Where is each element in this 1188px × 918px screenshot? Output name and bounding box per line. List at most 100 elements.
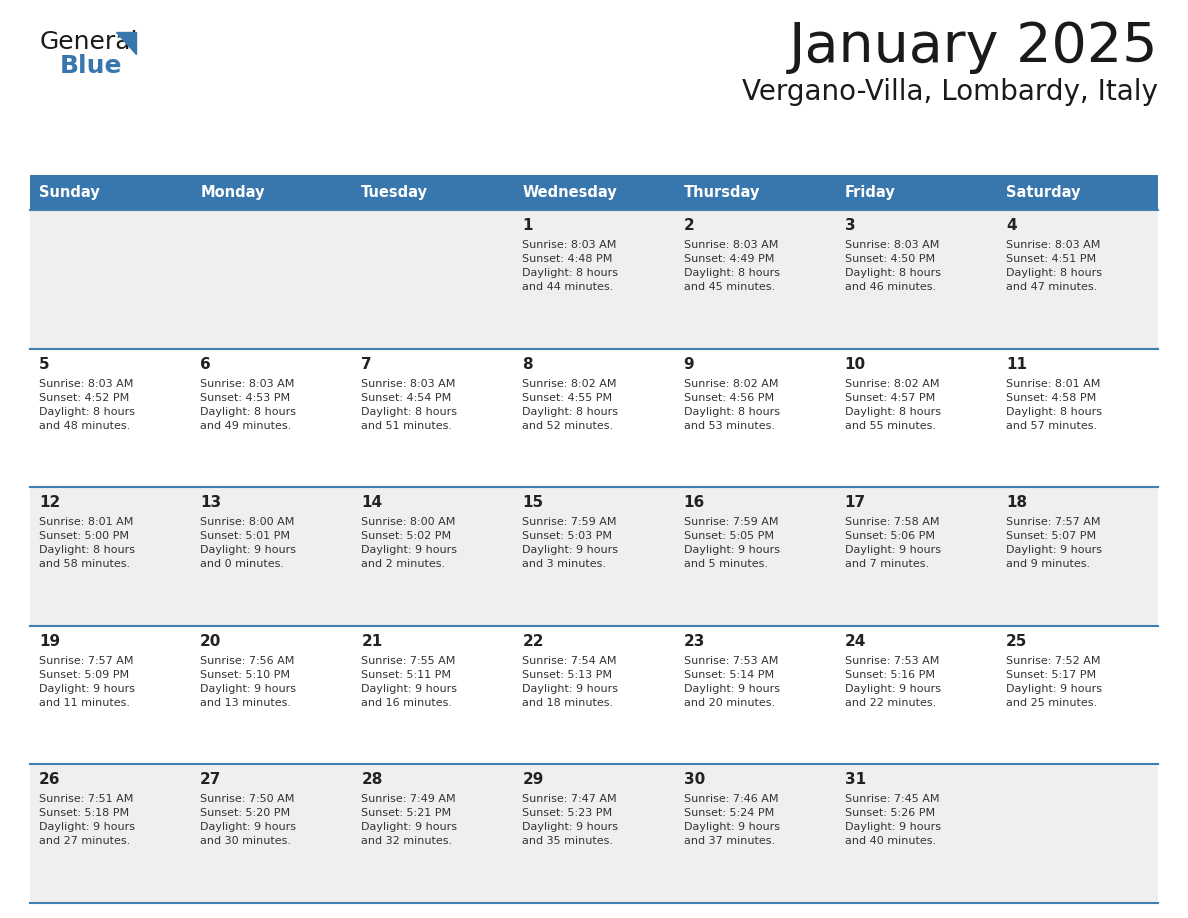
Text: Sunrise: 7:57 AM: Sunrise: 7:57 AM xyxy=(39,655,133,666)
Text: Sunset: 5:26 PM: Sunset: 5:26 PM xyxy=(845,809,935,819)
Text: 21: 21 xyxy=(361,633,383,649)
Text: Sunset: 5:02 PM: Sunset: 5:02 PM xyxy=(361,532,451,542)
Bar xyxy=(997,175,1158,210)
Text: 2: 2 xyxy=(683,218,694,233)
Text: Sunrise: 7:57 AM: Sunrise: 7:57 AM xyxy=(1006,517,1100,527)
Text: 12: 12 xyxy=(39,495,61,510)
Text: and 25 minutes.: and 25 minutes. xyxy=(1006,698,1097,708)
Text: and 45 minutes.: and 45 minutes. xyxy=(683,282,775,292)
Text: 4: 4 xyxy=(1006,218,1017,233)
Text: 19: 19 xyxy=(39,633,61,649)
Text: Sunrise: 8:01 AM: Sunrise: 8:01 AM xyxy=(39,517,133,527)
Text: Sunset: 4:58 PM: Sunset: 4:58 PM xyxy=(1006,393,1097,403)
Text: 28: 28 xyxy=(361,772,383,788)
Text: 13: 13 xyxy=(200,495,221,510)
Text: Daylight: 9 hours: Daylight: 9 hours xyxy=(200,823,296,833)
Text: January 2025: January 2025 xyxy=(789,20,1158,74)
Text: and 58 minutes.: and 58 minutes. xyxy=(39,559,131,569)
Text: and 18 minutes.: and 18 minutes. xyxy=(523,698,613,708)
Text: 9: 9 xyxy=(683,356,694,372)
Text: 8: 8 xyxy=(523,356,533,372)
Text: Sunset: 5:17 PM: Sunset: 5:17 PM xyxy=(1006,670,1097,680)
Text: Sunset: 5:10 PM: Sunset: 5:10 PM xyxy=(200,670,290,680)
Text: Sunrise: 8:03 AM: Sunrise: 8:03 AM xyxy=(361,378,456,388)
Text: Sunrise: 7:50 AM: Sunrise: 7:50 AM xyxy=(200,794,295,804)
Text: and 22 minutes.: and 22 minutes. xyxy=(845,698,936,708)
Text: Daylight: 8 hours: Daylight: 8 hours xyxy=(39,545,135,555)
Text: Daylight: 9 hours: Daylight: 9 hours xyxy=(683,823,779,833)
Bar xyxy=(513,175,675,210)
Text: and 2 minutes.: and 2 minutes. xyxy=(361,559,446,569)
Text: 3: 3 xyxy=(845,218,855,233)
Text: Sunset: 5:03 PM: Sunset: 5:03 PM xyxy=(523,532,613,542)
Text: and 46 minutes.: and 46 minutes. xyxy=(845,282,936,292)
Text: 16: 16 xyxy=(683,495,704,510)
Text: Sunrise: 7:53 AM: Sunrise: 7:53 AM xyxy=(845,655,939,666)
Text: Sunrise: 7:46 AM: Sunrise: 7:46 AM xyxy=(683,794,778,804)
Text: 24: 24 xyxy=(845,633,866,649)
Text: Sunrise: 7:55 AM: Sunrise: 7:55 AM xyxy=(361,655,456,666)
Text: and 51 minutes.: and 51 minutes. xyxy=(361,420,453,431)
Text: Sunset: 4:51 PM: Sunset: 4:51 PM xyxy=(1006,254,1097,264)
Text: and 30 minutes.: and 30 minutes. xyxy=(200,836,291,846)
Text: Sunset: 4:48 PM: Sunset: 4:48 PM xyxy=(523,254,613,264)
Bar xyxy=(30,626,1158,765)
Text: Daylight: 8 hours: Daylight: 8 hours xyxy=(1006,407,1101,417)
Text: 14: 14 xyxy=(361,495,383,510)
Text: Tuesday: Tuesday xyxy=(361,185,429,200)
Text: Sunset: 4:54 PM: Sunset: 4:54 PM xyxy=(361,393,451,403)
Text: 26: 26 xyxy=(39,772,61,788)
Text: and 35 minutes.: and 35 minutes. xyxy=(523,836,613,846)
Text: Sunrise: 7:51 AM: Sunrise: 7:51 AM xyxy=(39,794,133,804)
Text: Daylight: 9 hours: Daylight: 9 hours xyxy=(200,545,296,555)
Text: and 7 minutes.: and 7 minutes. xyxy=(845,559,929,569)
Text: 20: 20 xyxy=(200,633,221,649)
Text: Sunset: 4:49 PM: Sunset: 4:49 PM xyxy=(683,254,773,264)
Text: Sunrise: 8:00 AM: Sunrise: 8:00 AM xyxy=(361,517,456,527)
Text: Sunset: 4:57 PM: Sunset: 4:57 PM xyxy=(845,393,935,403)
Text: Daylight: 9 hours: Daylight: 9 hours xyxy=(523,684,619,694)
Text: 6: 6 xyxy=(200,356,211,372)
Text: Daylight: 9 hours: Daylight: 9 hours xyxy=(845,684,941,694)
Text: Vergano-Villa, Lombardy, Italy: Vergano-Villa, Lombardy, Italy xyxy=(742,78,1158,106)
Text: Sunrise: 8:01 AM: Sunrise: 8:01 AM xyxy=(1006,378,1100,388)
Text: Sunrise: 7:54 AM: Sunrise: 7:54 AM xyxy=(523,655,617,666)
Text: 17: 17 xyxy=(845,495,866,510)
Text: Sunrise: 8:03 AM: Sunrise: 8:03 AM xyxy=(39,378,133,388)
Text: Sunset: 5:09 PM: Sunset: 5:09 PM xyxy=(39,670,129,680)
Text: 27: 27 xyxy=(200,772,221,788)
Text: Daylight: 9 hours: Daylight: 9 hours xyxy=(845,823,941,833)
Text: Sunset: 5:21 PM: Sunset: 5:21 PM xyxy=(361,809,451,819)
Text: Monday: Monday xyxy=(200,185,265,200)
Text: and 9 minutes.: and 9 minutes. xyxy=(1006,559,1089,569)
Text: Daylight: 9 hours: Daylight: 9 hours xyxy=(683,545,779,555)
Text: Sunrise: 7:52 AM: Sunrise: 7:52 AM xyxy=(1006,655,1100,666)
Text: Saturday: Saturday xyxy=(1006,185,1080,200)
Text: Sunset: 4:55 PM: Sunset: 4:55 PM xyxy=(523,393,613,403)
Text: Daylight: 8 hours: Daylight: 8 hours xyxy=(361,407,457,417)
Text: Daylight: 9 hours: Daylight: 9 hours xyxy=(1006,545,1101,555)
Text: 30: 30 xyxy=(683,772,704,788)
Text: Daylight: 9 hours: Daylight: 9 hours xyxy=(361,823,457,833)
Text: and 49 minutes.: and 49 minutes. xyxy=(200,420,291,431)
Text: Sunrise: 7:49 AM: Sunrise: 7:49 AM xyxy=(361,794,456,804)
Text: Sunrise: 7:45 AM: Sunrise: 7:45 AM xyxy=(845,794,940,804)
Text: Sunset: 5:01 PM: Sunset: 5:01 PM xyxy=(200,532,290,542)
Text: Sunset: 5:14 PM: Sunset: 5:14 PM xyxy=(683,670,773,680)
Text: and 57 minutes.: and 57 minutes. xyxy=(1006,420,1097,431)
Text: and 47 minutes.: and 47 minutes. xyxy=(1006,282,1097,292)
Text: and 13 minutes.: and 13 minutes. xyxy=(200,698,291,708)
Text: Sunset: 5:23 PM: Sunset: 5:23 PM xyxy=(523,809,613,819)
Text: and 52 minutes.: and 52 minutes. xyxy=(523,420,613,431)
Text: Sunrise: 8:03 AM: Sunrise: 8:03 AM xyxy=(200,378,295,388)
Text: General: General xyxy=(40,30,139,54)
Text: 23: 23 xyxy=(683,633,704,649)
Text: Sunset: 4:50 PM: Sunset: 4:50 PM xyxy=(845,254,935,264)
Text: 31: 31 xyxy=(845,772,866,788)
Text: and 3 minutes.: and 3 minutes. xyxy=(523,559,606,569)
Text: and 0 minutes.: and 0 minutes. xyxy=(200,559,284,569)
Text: Daylight: 8 hours: Daylight: 8 hours xyxy=(683,268,779,278)
Text: and 32 minutes.: and 32 minutes. xyxy=(361,836,453,846)
Text: and 48 minutes.: and 48 minutes. xyxy=(39,420,131,431)
Text: and 53 minutes.: and 53 minutes. xyxy=(683,420,775,431)
